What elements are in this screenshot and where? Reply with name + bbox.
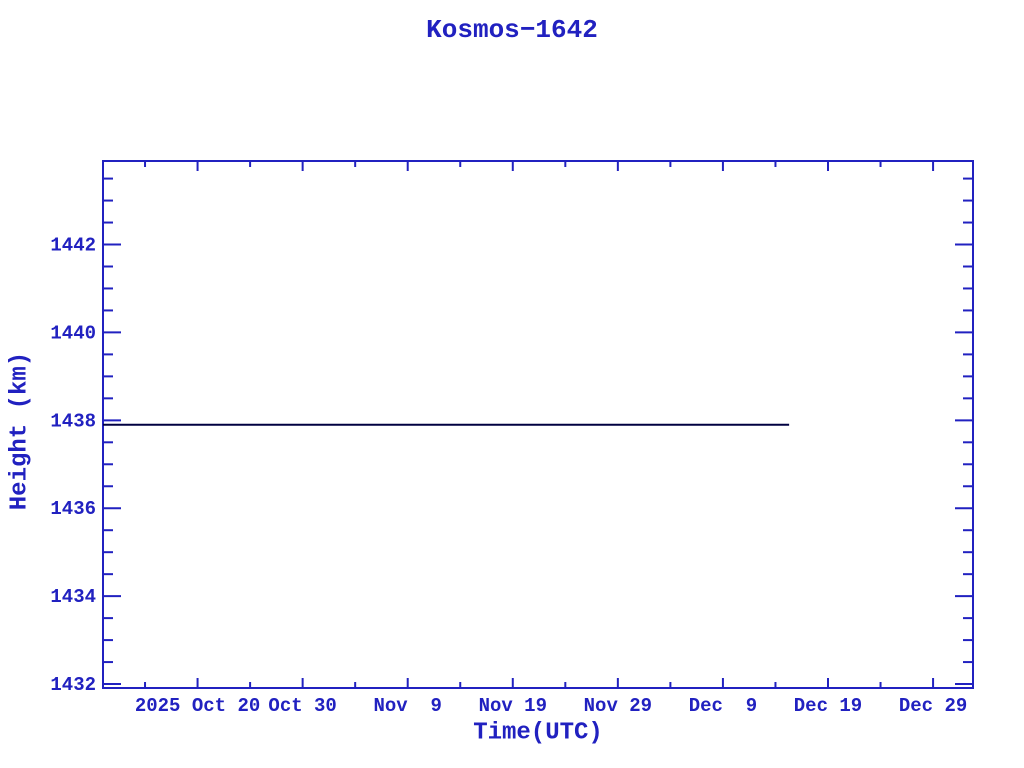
- y-tick-label: 1438: [50, 410, 96, 432]
- x-tick-label: Dec 29: [899, 695, 967, 717]
- y-tick-label: 1432: [50, 674, 96, 696]
- x-tick-label: Nov 29: [584, 695, 652, 717]
- x-axis-title: Time(UTC): [473, 719, 603, 747]
- x-tick-label: Dec 9: [689, 695, 757, 717]
- x-tick-label: Oct 30: [268, 695, 336, 717]
- y-tick-label: 1440: [50, 322, 96, 344]
- y-axis-title: Height (km): [6, 351, 34, 511]
- x-tick-label: 2025 Oct 20: [135, 695, 260, 717]
- chart-title: Kosmos−1642: [426, 15, 598, 45]
- x-tick-label: Nov 9: [373, 695, 441, 717]
- y-tick-label: 1436: [50, 498, 96, 520]
- x-tick-label: Nov 19: [479, 695, 547, 717]
- y-tick-label: 1442: [50, 235, 96, 257]
- x-tick-label: Dec 19: [794, 695, 862, 717]
- y-tick-label: 1434: [50, 586, 96, 608]
